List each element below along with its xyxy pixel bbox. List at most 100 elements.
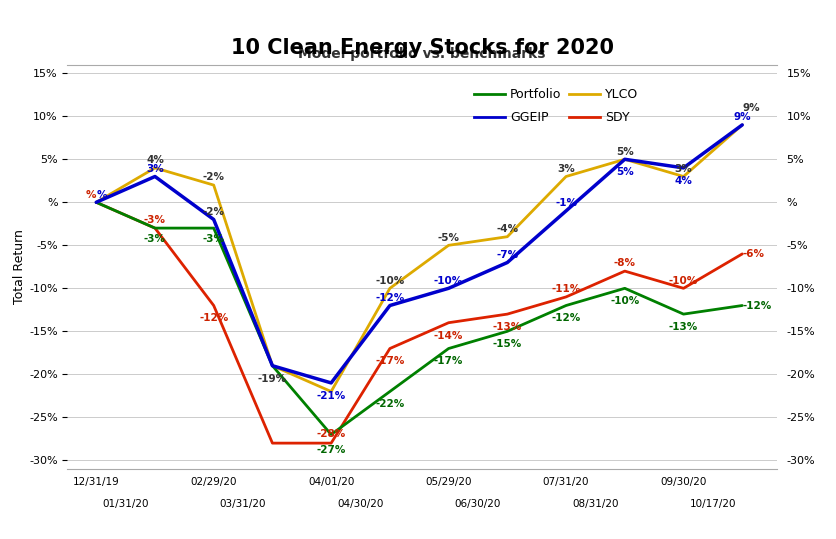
Text: -27%: -27% bbox=[317, 445, 346, 455]
SDY bbox=[619, 268, 630, 274]
GGEIP bbox=[209, 216, 219, 223]
SDY bbox=[737, 251, 747, 257]
Portfolio bbox=[91, 199, 101, 205]
YLCO bbox=[619, 156, 630, 163]
GGEIP bbox=[619, 156, 630, 163]
Text: -5%: -5% bbox=[437, 232, 460, 243]
Text: -13%: -13% bbox=[669, 322, 698, 332]
Text: 08/31/20: 08/31/20 bbox=[572, 500, 619, 509]
SDY bbox=[444, 320, 454, 326]
Legend: Portfolio, GGEIP, YLCO, SDY: Portfolio, GGEIP, YLCO, SDY bbox=[469, 83, 644, 129]
Text: 9%: 9% bbox=[742, 103, 760, 113]
Text: 03/31/20: 03/31/20 bbox=[220, 500, 267, 509]
SDY bbox=[268, 440, 278, 446]
YLCO bbox=[679, 173, 689, 179]
SDY bbox=[385, 345, 395, 352]
YLCO bbox=[444, 242, 454, 248]
Text: 04/30/20: 04/30/20 bbox=[338, 500, 384, 509]
Text: -28%: -28% bbox=[317, 429, 346, 439]
Text: 01/31/20: 01/31/20 bbox=[102, 500, 149, 509]
Text: -1%: -1% bbox=[555, 198, 577, 208]
SDY bbox=[91, 199, 101, 205]
Text: -10%: -10% bbox=[669, 275, 698, 286]
Text: -19%: -19% bbox=[257, 374, 287, 384]
Text: -12%: -12% bbox=[742, 301, 772, 310]
Text: 5%: 5% bbox=[616, 167, 634, 177]
Text: -10%: -10% bbox=[434, 275, 463, 286]
SDY bbox=[209, 302, 219, 309]
Text: -12%: -12% bbox=[552, 313, 581, 323]
Portfolio bbox=[502, 328, 512, 335]
YLCO bbox=[502, 233, 512, 240]
YLCO bbox=[737, 122, 747, 128]
Portfolio bbox=[561, 302, 571, 309]
Portfolio bbox=[385, 388, 395, 395]
GGEIP bbox=[561, 208, 571, 214]
SDY bbox=[561, 294, 571, 300]
Text: -3%: -3% bbox=[144, 216, 166, 225]
Portfolio bbox=[737, 302, 747, 309]
Text: 3%: 3% bbox=[675, 164, 692, 174]
Portfolio bbox=[268, 363, 278, 369]
Text: 9%: 9% bbox=[733, 112, 751, 122]
Text: -3%: -3% bbox=[144, 234, 166, 244]
GGEIP bbox=[502, 259, 512, 266]
Line: Portfolio: Portfolio bbox=[96, 202, 742, 434]
YLCO bbox=[561, 173, 571, 179]
Text: -17%: -17% bbox=[434, 356, 463, 367]
Text: 4%: 4% bbox=[675, 176, 692, 186]
Portfolio bbox=[679, 311, 689, 317]
GGEIP bbox=[444, 285, 454, 292]
GGEIP bbox=[91, 199, 101, 205]
Text: -13%: -13% bbox=[492, 322, 522, 332]
Text: 10/17/20: 10/17/20 bbox=[690, 500, 737, 509]
GGEIP bbox=[737, 122, 747, 128]
Text: %: % bbox=[96, 190, 107, 201]
Text: -11%: -11% bbox=[552, 284, 581, 294]
Portfolio bbox=[326, 431, 336, 438]
SDY bbox=[326, 440, 336, 446]
Text: -14%: -14% bbox=[434, 330, 463, 341]
Portfolio bbox=[150, 225, 160, 231]
Line: SDY: SDY bbox=[96, 202, 742, 443]
Portfolio bbox=[209, 225, 219, 231]
Text: 3%: 3% bbox=[146, 164, 164, 174]
SDY bbox=[502, 311, 512, 317]
Text: -12%: -12% bbox=[375, 293, 405, 303]
YLCO bbox=[150, 164, 160, 171]
Text: 3%: 3% bbox=[557, 164, 575, 174]
Text: -4%: -4% bbox=[497, 224, 518, 234]
Text: -7%: -7% bbox=[497, 250, 518, 260]
YLCO bbox=[209, 182, 219, 188]
Text: 06/30/20: 06/30/20 bbox=[455, 500, 501, 509]
Portfolio bbox=[444, 345, 454, 352]
Text: -2%: -2% bbox=[202, 172, 225, 182]
Text: -6%: -6% bbox=[742, 249, 764, 259]
Text: -12%: -12% bbox=[199, 313, 228, 322]
Text: -21%: -21% bbox=[317, 391, 346, 401]
SDY bbox=[150, 225, 160, 231]
Title: 10 Clean Energy Stocks for 2020: 10 Clean Energy Stocks for 2020 bbox=[231, 38, 614, 58]
GGEIP bbox=[679, 164, 689, 171]
Line: GGEIP: GGEIP bbox=[96, 125, 742, 383]
SDY bbox=[679, 285, 689, 292]
GGEIP bbox=[150, 173, 160, 179]
Text: -10%: -10% bbox=[375, 275, 405, 286]
Text: -2%: -2% bbox=[202, 207, 225, 217]
Text: Model portfolio vs. benchmarks: Model portfolio vs. benchmarks bbox=[298, 47, 546, 60]
YLCO bbox=[326, 388, 336, 395]
Text: -15%: -15% bbox=[492, 339, 522, 349]
Text: 5%: 5% bbox=[616, 147, 634, 156]
YLCO bbox=[91, 199, 101, 205]
Y-axis label: Total Return: Total Return bbox=[13, 230, 26, 304]
GGEIP bbox=[385, 302, 395, 309]
Line: YLCO: YLCO bbox=[96, 125, 742, 391]
YLCO bbox=[385, 285, 395, 292]
Text: %: % bbox=[86, 190, 96, 201]
Text: -8%: -8% bbox=[614, 258, 636, 268]
Text: -10%: -10% bbox=[610, 296, 640, 306]
YLCO bbox=[268, 363, 278, 369]
GGEIP bbox=[268, 363, 278, 369]
Text: -3%: -3% bbox=[202, 234, 225, 244]
GGEIP bbox=[326, 379, 336, 386]
